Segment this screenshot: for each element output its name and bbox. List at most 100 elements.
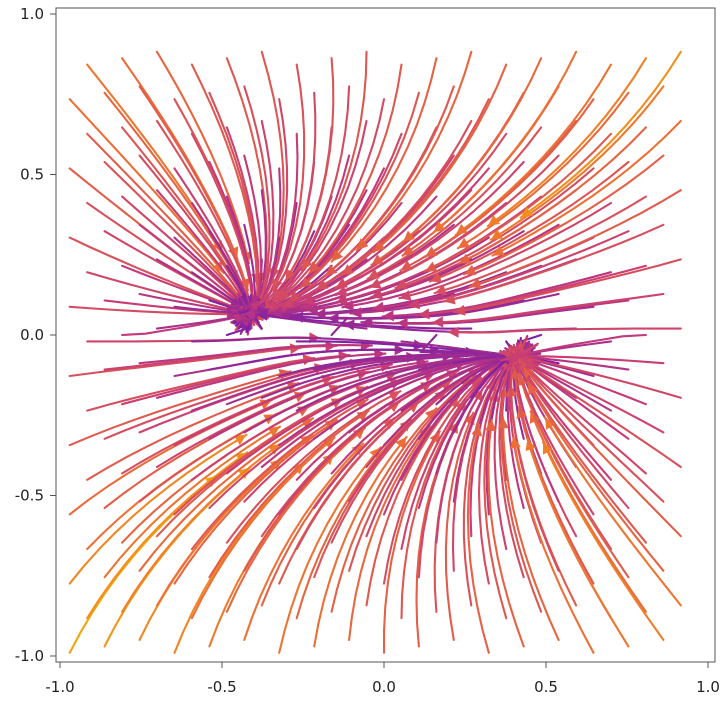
streamline-arrowhead-215 xyxy=(356,238,369,251)
streamline-321 xyxy=(491,119,682,257)
streamline-236 xyxy=(498,350,525,579)
streamline-300 xyxy=(407,230,630,307)
streamline-8 xyxy=(68,346,303,378)
streamline-arrowhead-20 xyxy=(267,426,280,438)
streamline-arrowhead-244 xyxy=(291,311,304,323)
streamline-75 xyxy=(225,390,402,544)
x-tick-label: -1.0 xyxy=(45,678,74,696)
streamline-arrowhead-319 xyxy=(469,278,482,289)
streamline-arrowhead-306 xyxy=(542,442,553,455)
streamline-arrowhead-210 xyxy=(243,308,255,320)
streamline-arrowhead-92 xyxy=(387,401,400,413)
streamline-231 xyxy=(334,132,508,289)
streamline-285 xyxy=(424,132,613,273)
streamline-322 xyxy=(489,85,665,241)
streamline-98 xyxy=(243,348,478,365)
streamline-71 xyxy=(190,63,259,286)
streamline-315 xyxy=(446,327,682,334)
streamline-arrowhead-228 xyxy=(270,307,283,318)
streamline-59 xyxy=(190,371,399,481)
streamline-78 xyxy=(208,360,429,440)
streamline-316 xyxy=(430,292,665,324)
streamline-58 xyxy=(173,385,369,516)
streamline-arrowhead-2 xyxy=(234,434,247,446)
streamline-arrowhead-216 xyxy=(471,424,483,437)
y-tick-label: 1.0 xyxy=(20,5,44,23)
streamline-arrowhead-160 xyxy=(273,288,285,300)
streamline-arrowhead-321 xyxy=(492,245,505,256)
streamline-arrowhead-298 xyxy=(396,317,408,329)
streamline-arrowhead-266 xyxy=(369,278,382,289)
streamline-111 xyxy=(295,379,453,551)
streamline-arrowhead-247 xyxy=(335,294,348,305)
streamline-arrowhead-264 xyxy=(342,300,355,311)
streamline-55 xyxy=(190,436,336,620)
streamline-arrowhead-262 xyxy=(327,313,339,324)
streamline-97 xyxy=(260,354,491,399)
streamline-arrowhead-245 xyxy=(314,308,326,320)
streamline-arrowhead-196 xyxy=(300,276,313,288)
streamline-arrowhead-281 xyxy=(382,310,394,322)
x-tick-label: 0.5 xyxy=(534,678,558,696)
streamline-43 xyxy=(155,352,387,399)
y-tick-label: -1.0 xyxy=(15,647,44,665)
streamline-arrowhead-43 xyxy=(374,348,386,360)
streamline-18 xyxy=(103,466,251,648)
streamline-arrowhead-314 xyxy=(508,350,520,363)
streamline-arrowhead-267 xyxy=(400,260,413,271)
streamline-25 xyxy=(121,353,351,406)
streamline-108 xyxy=(278,446,382,654)
streamline-arrowhead-312 xyxy=(523,359,536,371)
streamline-arrowhead-75 xyxy=(388,391,401,402)
streamline-305 xyxy=(486,57,647,228)
streamline-arrowhead-126 xyxy=(395,437,407,449)
streamline-arrowhead-322 xyxy=(490,229,503,240)
x-axis-ticks: -1.0 -0.5 0.0 0.5 1.0 xyxy=(45,662,720,696)
streamline-26 xyxy=(103,344,338,371)
streamline-arrowhead-280 xyxy=(361,317,373,329)
streamline-arrowhead-316 xyxy=(432,316,444,328)
streamline-arrowhead-283 xyxy=(399,290,412,301)
streamline-arrowhead-178 xyxy=(278,288,290,301)
streamline-arrowhead-251 xyxy=(403,230,415,242)
streamline-arrowhead-250 xyxy=(371,254,384,265)
streamline-320 xyxy=(463,154,665,276)
streamline-302 xyxy=(428,160,630,283)
streamline-15 xyxy=(86,132,246,306)
streamline-143 xyxy=(284,57,335,282)
streamline-63 xyxy=(190,336,426,348)
streamline-60 xyxy=(173,363,393,447)
y-tick-label: -0.5 xyxy=(15,487,44,505)
streamline-308 xyxy=(526,381,665,572)
streamline-arrowhead-307 xyxy=(545,417,556,430)
streamline-arrowhead-261 xyxy=(343,319,355,331)
streamline-arrowhead-269 xyxy=(433,221,446,233)
streamline-arrowhead-246 xyxy=(306,303,319,315)
streamline-269 xyxy=(432,50,578,234)
x-tick-label: -0.5 xyxy=(207,678,236,696)
streamline-24 xyxy=(103,365,327,440)
streamline-262 xyxy=(326,292,560,320)
streamline-112 xyxy=(278,369,460,516)
streamline-arrowhead-288 xyxy=(525,438,536,451)
streamline-178 xyxy=(277,98,386,302)
streamline-arrowhead-109 xyxy=(399,419,412,432)
streamline-52 xyxy=(138,85,249,292)
streamline-arrowhead-195 xyxy=(287,290,301,302)
streamline-145 xyxy=(365,395,460,607)
streamline-arrowhead-304 xyxy=(457,237,470,249)
streamline-arrowhead-287 xyxy=(455,223,468,235)
streamline-arrowhead-303 xyxy=(458,253,472,264)
streamline-arrowhead-320 xyxy=(464,264,477,275)
streamline-272 xyxy=(513,366,595,585)
streamline-0 xyxy=(68,474,218,654)
streamline-266 xyxy=(368,154,560,289)
streamline-arrowhead-315 xyxy=(447,326,459,338)
streamline-56 xyxy=(173,418,338,585)
streamline-arrowhead-263 xyxy=(350,307,362,319)
streamline-165 xyxy=(400,353,517,551)
streamline-199 xyxy=(462,378,497,607)
streamline-arrowhead-52 xyxy=(239,278,250,291)
streamline-54 xyxy=(173,461,306,654)
streamline-162 xyxy=(382,430,441,654)
